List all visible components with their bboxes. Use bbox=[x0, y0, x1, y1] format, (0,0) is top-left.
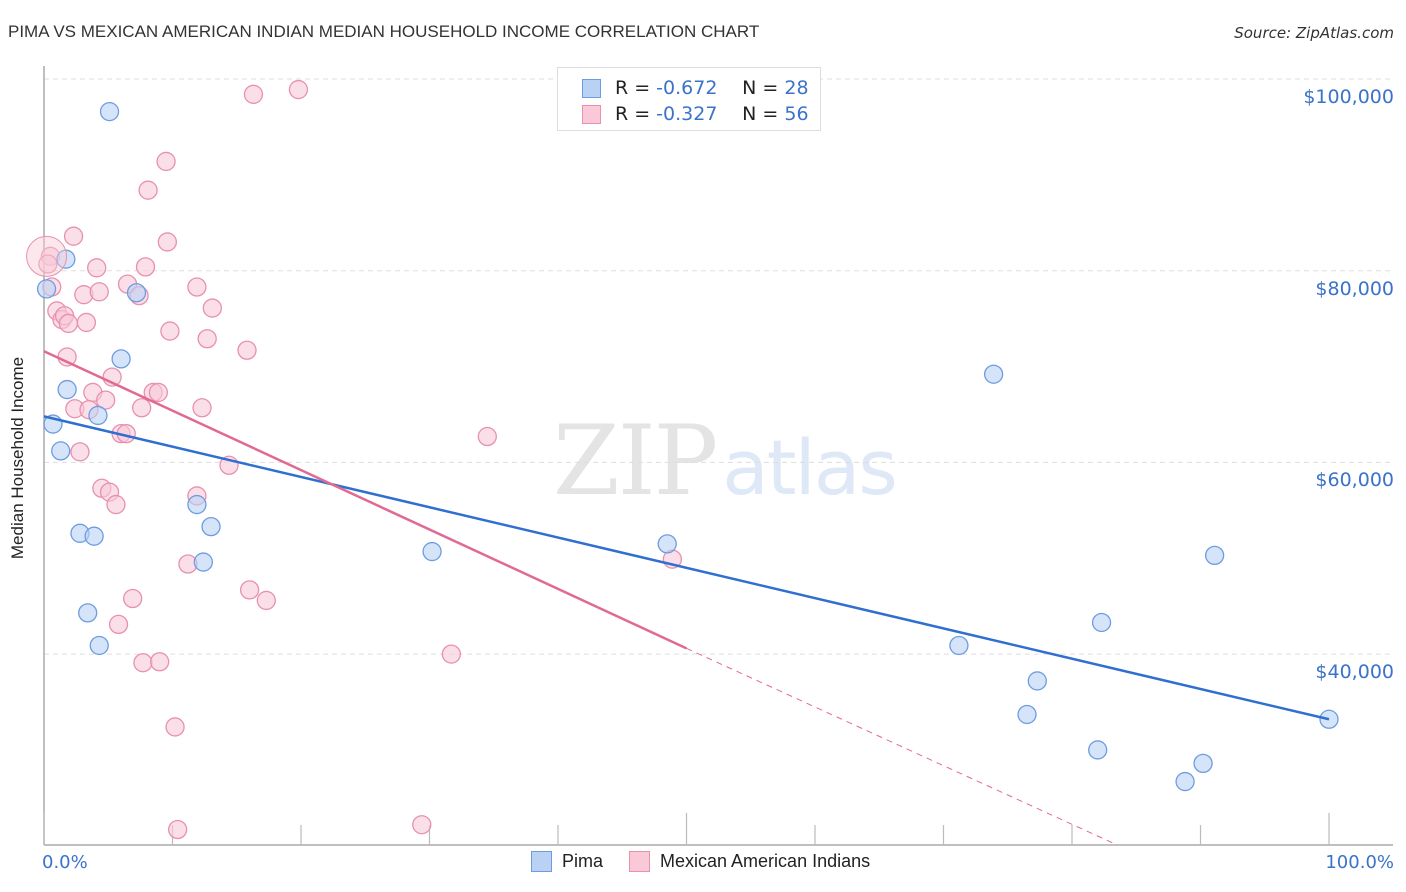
mai-data-point bbox=[89, 282, 109, 302]
pima-data-point bbox=[1088, 740, 1108, 760]
x-tick-label: 100.0% bbox=[1325, 852, 1394, 873]
mai-data-point-large bbox=[26, 235, 68, 277]
mai-trendline-extension bbox=[686, 647, 1118, 846]
chart-title: PIMA VS MEXICAN AMERICAN INDIAN MEDIAN H… bbox=[8, 22, 760, 41]
pima-data-point bbox=[88, 405, 108, 426]
legend-row-mexican-american-indians: R = -0.327 N = 56 bbox=[582, 102, 809, 126]
mai-data-point bbox=[197, 329, 217, 349]
legend-label-pima: Pima bbox=[562, 851, 604, 871]
x-tick-label: 0.0% bbox=[42, 852, 88, 873]
r-label: R = bbox=[615, 103, 651, 125]
legend-label-mexican-american-indians: Mexican American Indians bbox=[660, 851, 871, 871]
mai-data-point bbox=[87, 258, 107, 278]
mai-data-point bbox=[256, 590, 276, 611]
mai-data-point bbox=[243, 84, 264, 104]
legend-row-pima: R = -0.672 N = 28 bbox=[582, 76, 809, 100]
n-label: N = bbox=[742, 103, 779, 125]
pima-data-point bbox=[1027, 671, 1047, 691]
mai-data-point bbox=[70, 442, 90, 462]
mai-data-point bbox=[149, 652, 170, 672]
pima-swatch-icon bbox=[582, 78, 601, 98]
correlation-legend: R = -0.672 N = 28 R = -0.327 N = 56 bbox=[557, 67, 821, 131]
pima-data-point bbox=[1193, 753, 1213, 774]
pima-data-point bbox=[422, 541, 442, 562]
n-value: 28 bbox=[784, 77, 809, 99]
legend-item-pima[interactable]: Pima bbox=[531, 851, 603, 872]
mai-data-point bbox=[239, 580, 260, 600]
pima-data-point bbox=[657, 534, 677, 554]
y-axis-label: Median Household Income bbox=[8, 357, 28, 559]
pima-data-point bbox=[187, 494, 207, 515]
pima-swatch-icon bbox=[531, 851, 552, 872]
pima-data-point bbox=[1175, 771, 1195, 792]
mai-data-point bbox=[76, 312, 97, 333]
mai-data-point bbox=[96, 390, 116, 410]
mai-data-point bbox=[412, 815, 432, 835]
pima-data-point bbox=[949, 635, 969, 656]
pima-trendline bbox=[43, 415, 1330, 721]
pima-data-point bbox=[983, 364, 1004, 384]
n-value: 56 bbox=[784, 103, 809, 125]
y-tick-label: $100,000 bbox=[1303, 86, 1394, 108]
pima-data-point bbox=[201, 516, 221, 537]
mai-data-point bbox=[288, 79, 309, 100]
mai-data-point bbox=[202, 298, 222, 318]
r-value: -0.327 bbox=[656, 103, 718, 125]
source-label: Source: ZipAtlas.com bbox=[1234, 24, 1394, 42]
r-value: -0.672 bbox=[656, 77, 718, 99]
pima-data-point bbox=[111, 349, 131, 369]
mai-data-point bbox=[108, 614, 129, 635]
pima-data-point bbox=[89, 635, 109, 656]
y-tick-label: $40,000 bbox=[1315, 661, 1394, 684]
mai-data-point bbox=[132, 398, 152, 418]
mai-trendline bbox=[43, 350, 688, 650]
mai-data-point bbox=[192, 398, 212, 418]
mai-data-point bbox=[138, 180, 158, 200]
mai-data-point bbox=[156, 151, 176, 172]
mai-data-point bbox=[106, 494, 126, 515]
y-tick-label: $80,000 bbox=[1315, 277, 1394, 300]
y-tick-label: $60,000 bbox=[1315, 469, 1394, 492]
pima-data-point bbox=[99, 101, 120, 122]
mai-data-point bbox=[165, 717, 185, 737]
pima-data-point bbox=[1204, 545, 1225, 566]
y-axis-label-text: Median Household Income bbox=[8, 356, 27, 560]
mai-data-point bbox=[160, 321, 180, 341]
legend-item-mexican-american-indians[interactable]: Mexican American Indians bbox=[629, 851, 870, 872]
n-label: N = bbox=[742, 77, 779, 99]
mai-data-point bbox=[58, 313, 79, 334]
mai-data-point bbox=[63, 226, 84, 246]
mai-data-point bbox=[148, 382, 169, 403]
pima-data-point bbox=[36, 279, 57, 299]
pima-data-point bbox=[126, 283, 147, 303]
pima-data-point bbox=[1091, 612, 1112, 633]
mai-data-point bbox=[237, 340, 257, 360]
pima-data-point bbox=[193, 552, 213, 572]
mai-data-point bbox=[441, 644, 461, 664]
mai-data-point bbox=[135, 257, 156, 277]
mai-data-point bbox=[157, 232, 178, 252]
mai-swatch-icon bbox=[629, 851, 651, 872]
mai-data-point bbox=[167, 819, 188, 840]
mai-data-point bbox=[38, 254, 58, 274]
pima-data-point bbox=[51, 441, 71, 461]
pima-data-point bbox=[1017, 704, 1037, 725]
r-label: R = bbox=[615, 77, 651, 99]
pima-data-point bbox=[78, 603, 98, 623]
mai-data-point bbox=[123, 588, 143, 609]
series-legend: Pima Mexican American Indians bbox=[531, 851, 896, 872]
mai-data-point bbox=[133, 653, 153, 673]
pima-data-point bbox=[84, 526, 104, 546]
mai-swatch-icon bbox=[582, 104, 601, 124]
pima-data-point bbox=[57, 379, 77, 400]
mai-data-point bbox=[477, 426, 497, 447]
mai-data-point bbox=[187, 277, 207, 297]
